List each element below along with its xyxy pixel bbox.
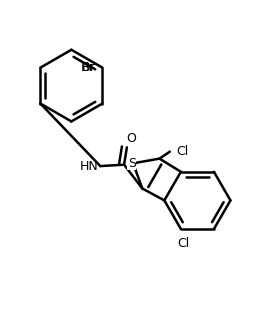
Text: O: O	[126, 132, 136, 144]
Text: HN: HN	[80, 160, 99, 173]
Text: Cl: Cl	[178, 237, 190, 250]
Text: Br: Br	[80, 61, 94, 74]
Text: Cl: Cl	[176, 145, 188, 158]
Text: Br: Br	[82, 61, 95, 74]
Text: S: S	[128, 157, 136, 170]
